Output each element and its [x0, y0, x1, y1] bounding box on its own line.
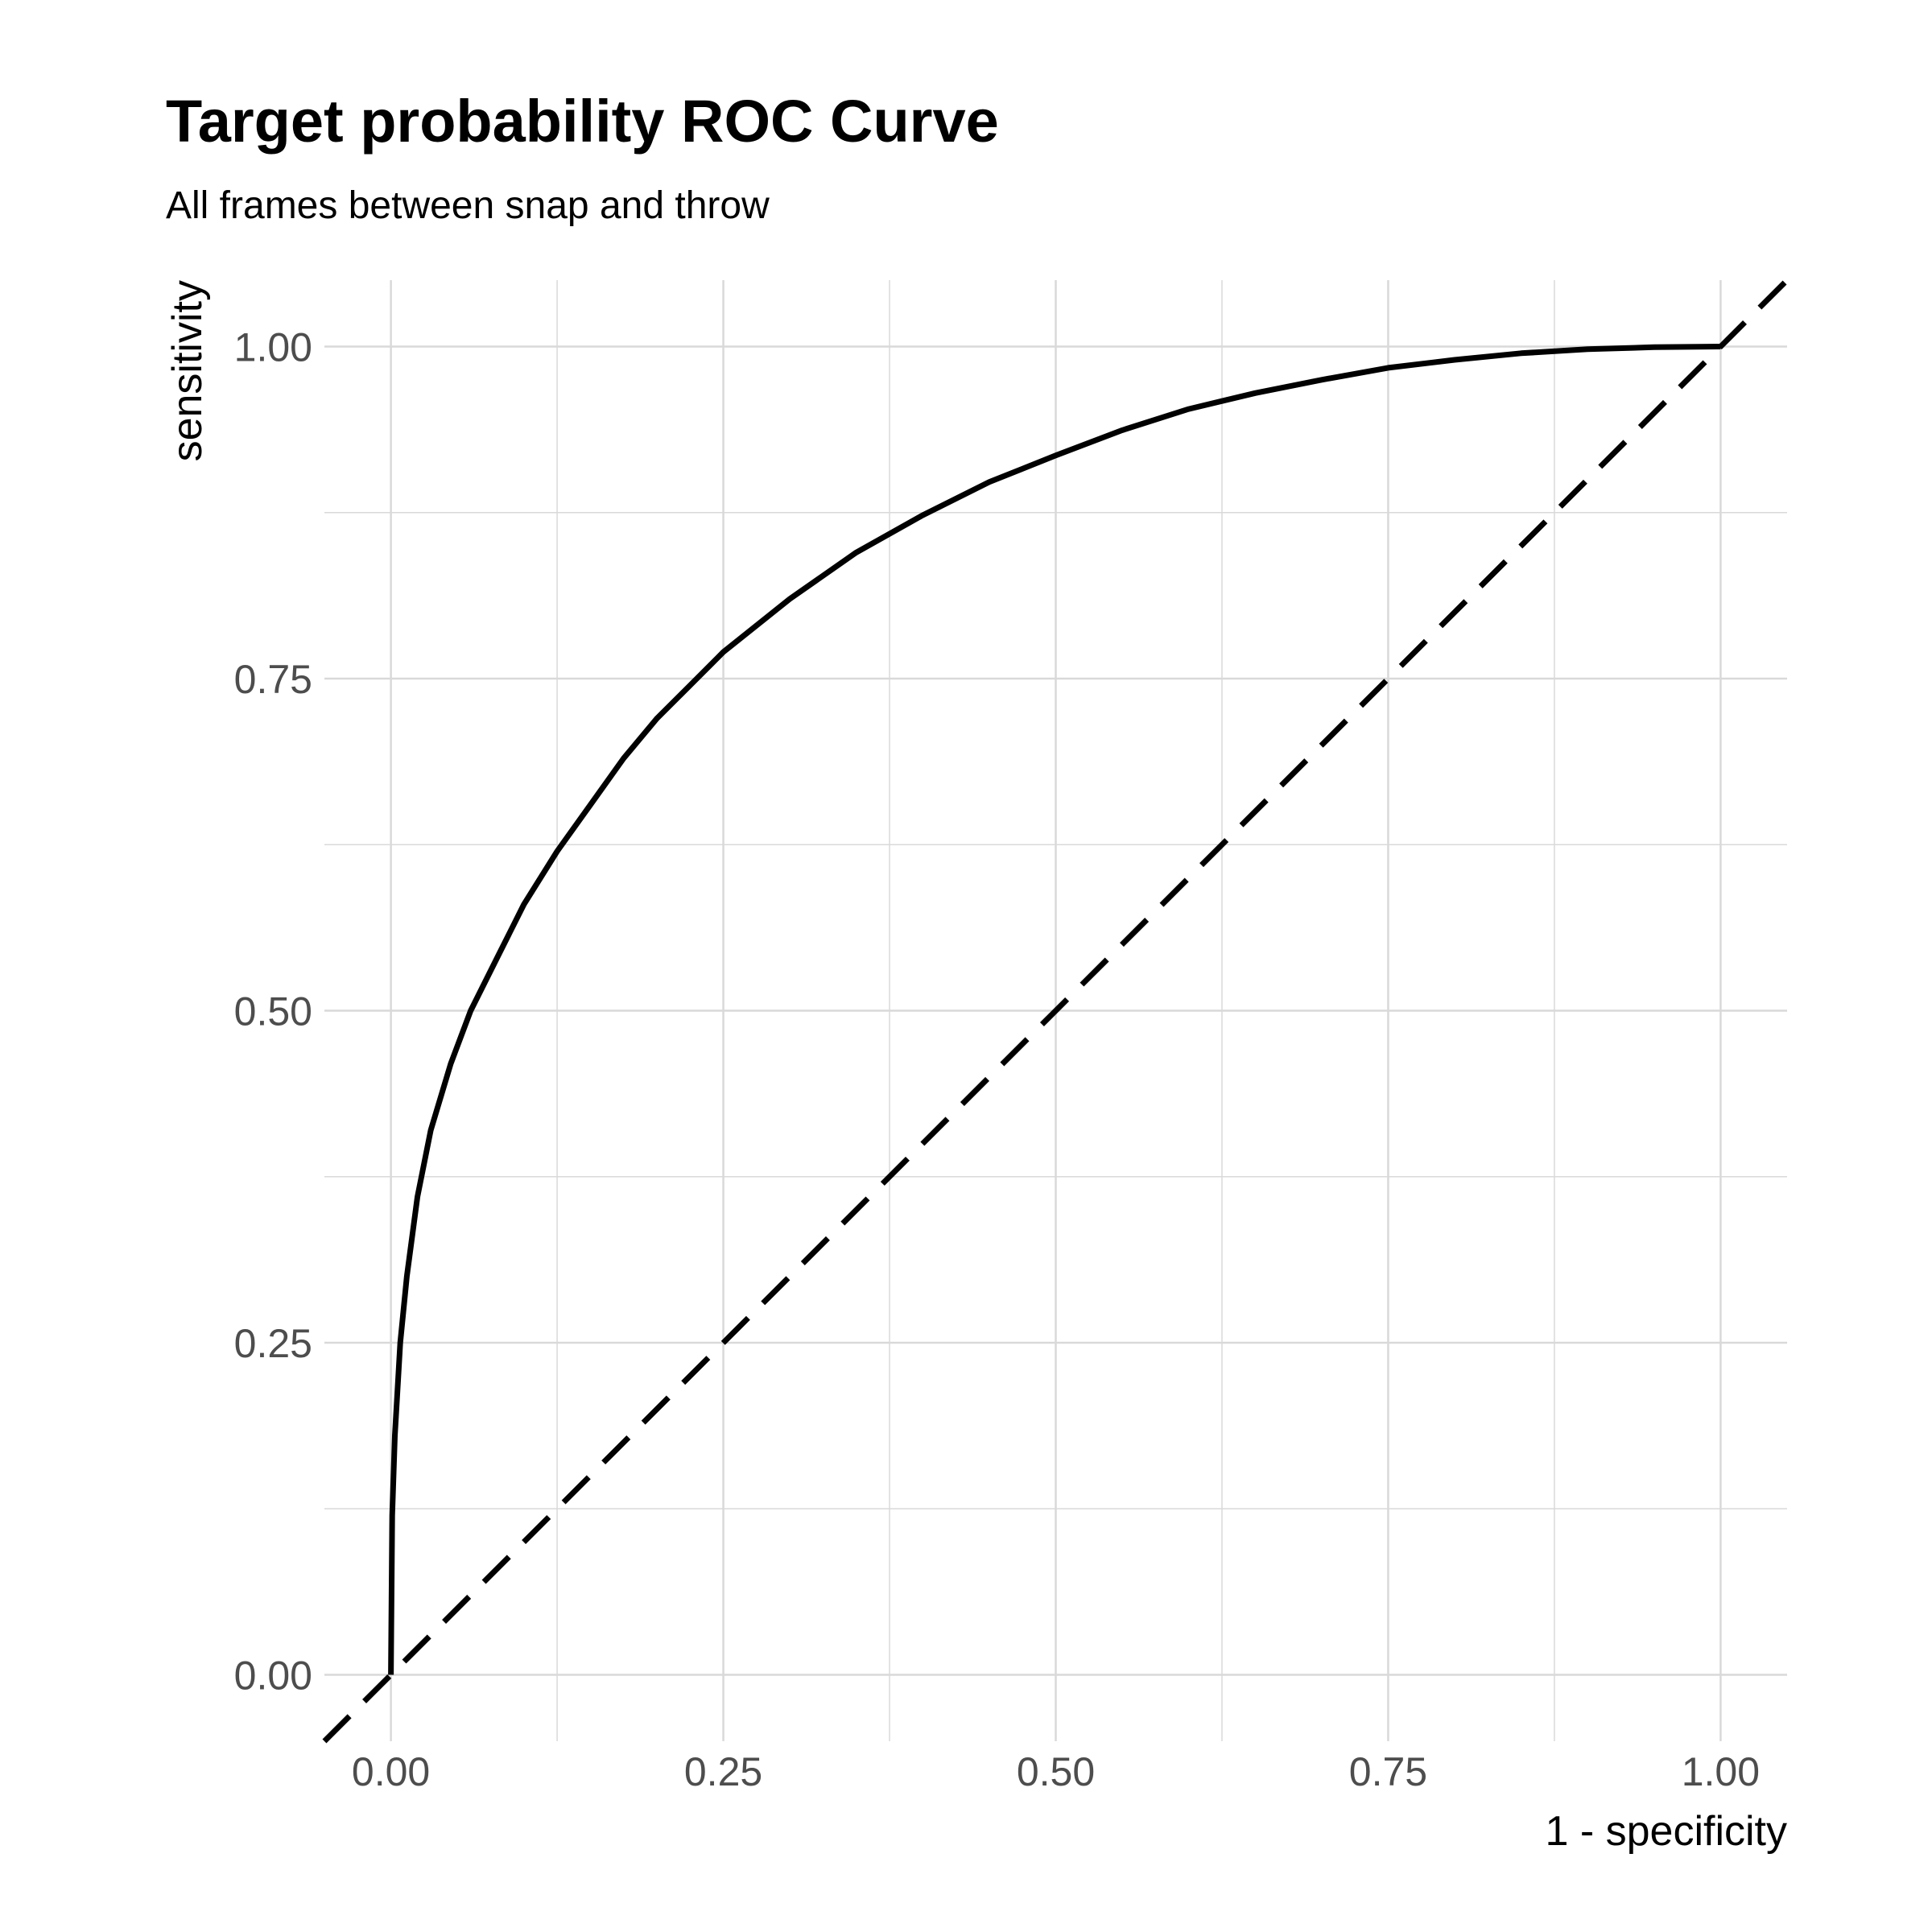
x-tick-label: 0.50: [1017, 1749, 1095, 1794]
x-axis-title: 1 - specificity: [1545, 1808, 1787, 1855]
tick-labels: 0.00 0.25 0.50 0.75 1.00 0.00 0.25 0.50 0.75 1.00: [234, 325, 1760, 1795]
y-tick-label: 0.50: [234, 989, 312, 1034]
x-tick-label: 1.00: [1682, 1749, 1760, 1794]
roc-curve-line: [388, 344, 1721, 1675]
chart-subtitle: All frames between snap and throw: [166, 184, 770, 227]
series-lines: [322, 278, 1790, 1744]
x-tick-label: 0.25: [684, 1749, 762, 1794]
y-tick-label: 0.25: [234, 1321, 312, 1366]
y-axis-title: sensitivity: [164, 280, 211, 461]
y-tick-label: 0.75: [234, 657, 312, 702]
y-tick-label: 1.00: [234, 325, 312, 370]
x-tick-label: 0.00: [352, 1749, 430, 1794]
x-tick-label: 0.75: [1349, 1749, 1427, 1794]
reference-diagonal-line: [322, 278, 1790, 1744]
chart-title: Target probability ROC Curve: [166, 88, 999, 155]
y-tick-label: 0.00: [234, 1653, 312, 1699]
